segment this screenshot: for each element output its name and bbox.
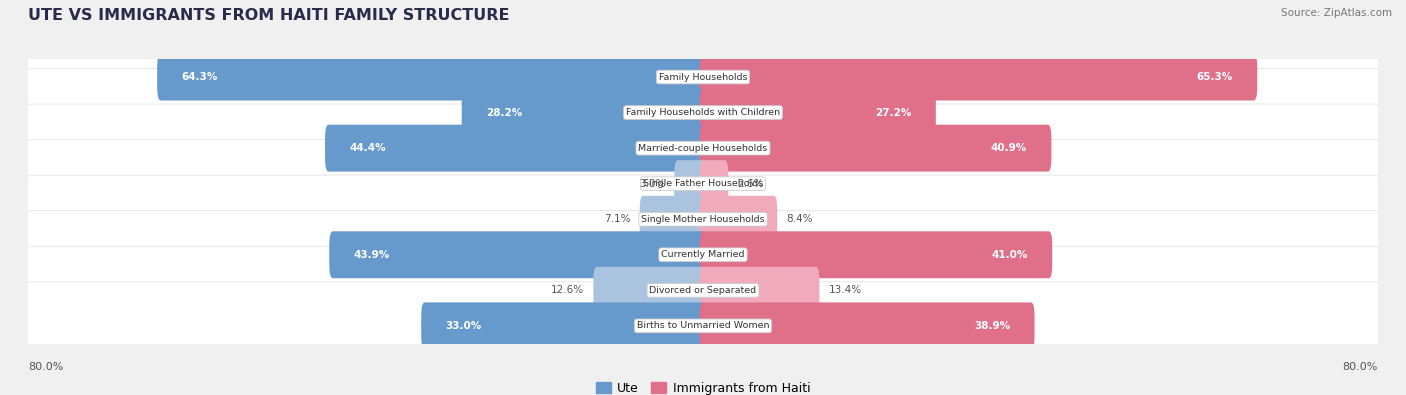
Text: 41.0%: 41.0% [991, 250, 1028, 260]
Text: Single Mother Households: Single Mother Households [641, 215, 765, 224]
FancyBboxPatch shape [24, 175, 1382, 263]
FancyBboxPatch shape [329, 231, 706, 278]
Text: 13.4%: 13.4% [828, 285, 862, 295]
FancyBboxPatch shape [24, 282, 1382, 370]
Text: 12.6%: 12.6% [551, 285, 583, 295]
FancyBboxPatch shape [700, 125, 1052, 171]
Text: 80.0%: 80.0% [1343, 362, 1378, 372]
FancyBboxPatch shape [675, 160, 706, 207]
FancyBboxPatch shape [700, 267, 820, 314]
FancyBboxPatch shape [422, 303, 706, 349]
FancyBboxPatch shape [700, 303, 1035, 349]
Text: Source: ZipAtlas.com: Source: ZipAtlas.com [1281, 8, 1392, 18]
FancyBboxPatch shape [24, 211, 1382, 299]
Text: 2.6%: 2.6% [738, 179, 763, 189]
FancyBboxPatch shape [593, 267, 706, 314]
Text: Single Father Households: Single Father Households [643, 179, 763, 188]
Text: 28.2%: 28.2% [486, 107, 523, 118]
FancyBboxPatch shape [700, 160, 728, 207]
Text: Married-couple Households: Married-couple Households [638, 144, 768, 152]
FancyBboxPatch shape [157, 54, 706, 100]
Text: Births to Unmarried Women: Births to Unmarried Women [637, 322, 769, 330]
Text: 80.0%: 80.0% [28, 362, 63, 372]
FancyBboxPatch shape [24, 104, 1382, 192]
Text: Family Households: Family Households [659, 73, 747, 81]
Text: 7.1%: 7.1% [605, 214, 630, 224]
Text: UTE VS IMMIGRANTS FROM HAITI FAMILY STRUCTURE: UTE VS IMMIGRANTS FROM HAITI FAMILY STRU… [28, 8, 509, 23]
Text: 64.3%: 64.3% [181, 72, 218, 82]
Text: Divorced or Separated: Divorced or Separated [650, 286, 756, 295]
FancyBboxPatch shape [24, 33, 1382, 121]
Text: Currently Married: Currently Married [661, 250, 745, 259]
FancyBboxPatch shape [640, 196, 706, 243]
FancyBboxPatch shape [461, 89, 706, 136]
Legend: Ute, Immigrants from Haiti: Ute, Immigrants from Haiti [591, 377, 815, 395]
Text: 40.9%: 40.9% [991, 143, 1026, 153]
FancyBboxPatch shape [700, 54, 1257, 100]
Text: 33.0%: 33.0% [446, 321, 482, 331]
Text: Family Households with Children: Family Households with Children [626, 108, 780, 117]
FancyBboxPatch shape [700, 196, 778, 243]
Text: 27.2%: 27.2% [875, 107, 911, 118]
FancyBboxPatch shape [24, 139, 1382, 228]
Text: 65.3%: 65.3% [1197, 72, 1233, 82]
FancyBboxPatch shape [700, 89, 936, 136]
FancyBboxPatch shape [700, 231, 1052, 278]
Text: 8.4%: 8.4% [786, 214, 813, 224]
Text: 44.4%: 44.4% [350, 143, 387, 153]
Text: 43.9%: 43.9% [354, 250, 389, 260]
Text: 38.9%: 38.9% [974, 321, 1010, 331]
Text: 3.0%: 3.0% [638, 179, 665, 189]
FancyBboxPatch shape [325, 125, 706, 171]
FancyBboxPatch shape [24, 68, 1382, 157]
FancyBboxPatch shape [24, 246, 1382, 335]
